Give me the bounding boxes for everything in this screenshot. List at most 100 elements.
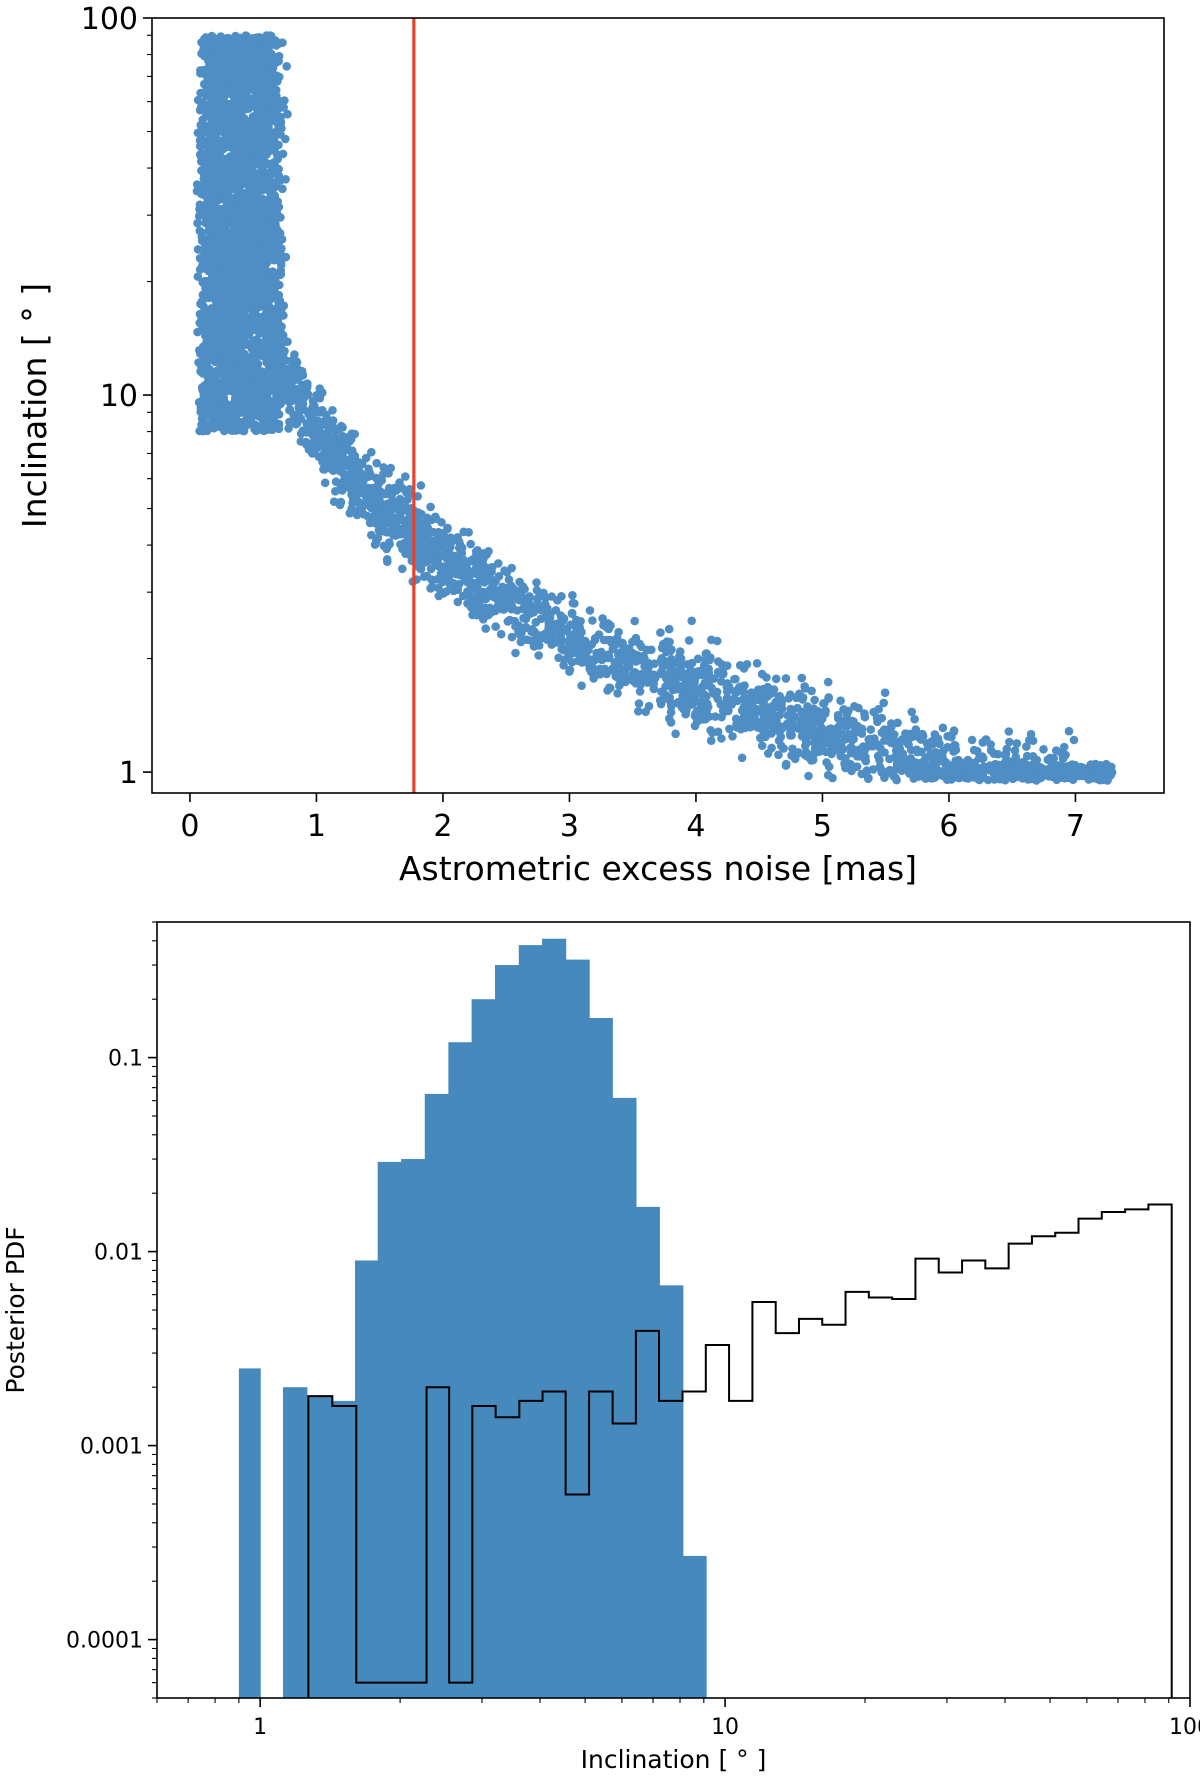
- scatter-point: [295, 401, 305, 411]
- scatter-point: [252, 33, 261, 42]
- scatter-point: [998, 770, 1008, 780]
- scatter-point: [198, 424, 207, 434]
- scatter-point: [270, 348, 279, 358]
- scatter-point: [232, 48, 241, 57]
- scatter-point: [758, 699, 768, 709]
- scatter-point: [507, 581, 516, 591]
- scatter-point: [300, 392, 310, 402]
- scatter-point: [329, 497, 339, 507]
- scatter-point: [725, 724, 734, 734]
- scatter-point: [402, 515, 412, 525]
- scatter-point: [752, 659, 762, 668]
- scatter-point: [798, 707, 807, 717]
- scatter-point: [1093, 766, 1102, 776]
- scatter-point: [345, 483, 354, 492]
- scatter-point: [675, 664, 684, 674]
- scatter-point: [847, 763, 857, 773]
- scatter-point: [655, 696, 665, 705]
- scatter-point: [618, 668, 627, 678]
- scatter-point: [380, 509, 390, 519]
- scatter-point: [233, 158, 243, 167]
- scatter-point: [486, 591, 495, 600]
- scatter-point: [640, 661, 650, 671]
- scatter-point: [641, 707, 650, 717]
- scatter-point: [667, 701, 676, 711]
- scatter-point: [879, 698, 888, 708]
- scatter-point: [810, 695, 819, 705]
- scatter-point: [494, 559, 503, 568]
- scatter-point: [1064, 726, 1074, 736]
- scatter-point: [246, 414, 256, 424]
- scatter-point: [203, 45, 212, 55]
- scatter-point: [260, 381, 270, 391]
- scatter-point: [860, 709, 869, 718]
- scatter-point: [195, 142, 205, 151]
- scatter-point: [395, 507, 405, 517]
- scatter-point: [224, 155, 234, 164]
- scatter-point: [687, 616, 696, 626]
- scatter-point: [273, 409, 282, 418]
- scatter-point: [908, 760, 917, 770]
- scatter-point: [206, 56, 216, 65]
- scatter-point: [588, 616, 597, 625]
- scatter-point: [269, 243, 279, 253]
- scatter-point: [569, 631, 579, 640]
- scatter-point: [530, 640, 540, 650]
- scatter-point: [861, 756, 871, 766]
- scatter-point: [211, 249, 220, 259]
- scatter-point: [609, 666, 619, 676]
- scatter-point: [1036, 773, 1045, 783]
- scatter-point: [701, 649, 711, 659]
- scatter-point: [210, 378, 220, 388]
- scatter-point: [251, 338, 261, 348]
- scatter-point: [265, 126, 274, 136]
- scatter-point: [758, 684, 768, 694]
- scatter-point: [286, 396, 296, 406]
- scatter-point: [525, 593, 534, 603]
- scatter-point: [291, 419, 301, 429]
- scatter-point: [247, 236, 257, 245]
- scatter-point: [282, 62, 292, 71]
- scatter-point: [248, 211, 258, 220]
- scatter-point: [608, 644, 618, 654]
- scatter-point: [463, 589, 473, 599]
- scatter-point: [228, 365, 238, 374]
- scatter-point: [211, 352, 220, 362]
- scatter-point: [263, 40, 273, 50]
- scatter-point: [260, 224, 270, 233]
- scatter-point: [195, 265, 205, 274]
- scatter-point: [246, 119, 256, 129]
- scatter-point: [706, 736, 716, 745]
- scatter-point: [473, 595, 483, 604]
- scatter-point: [967, 735, 977, 745]
- scatter-point: [256, 131, 266, 141]
- scatter-point: [728, 732, 737, 741]
- scatter-point: [732, 687, 742, 697]
- scatter-point: [222, 270, 232, 279]
- scatter-point: [887, 719, 896, 728]
- scatter-point: [739, 718, 749, 728]
- scatter-point: [354, 458, 364, 467]
- scatter-point: [292, 412, 301, 422]
- scatter-point: [331, 487, 340, 496]
- scatter-point: [240, 383, 250, 392]
- scatter-point: [681, 692, 691, 702]
- scatter-point: [400, 538, 410, 548]
- scatter-point: [910, 714, 919, 724]
- scatter-point: [787, 751, 796, 760]
- scatter-point: [1010, 746, 1020, 755]
- scatter-point: [270, 193, 280, 202]
- scatter-point: [320, 478, 330, 488]
- scatter-point: [200, 101, 209, 111]
- scatter-point: [699, 692, 709, 702]
- scatter-point: [802, 737, 811, 747]
- scatter-point: [348, 462, 358, 472]
- scatter-point: [224, 180, 234, 190]
- scatter-point: [375, 521, 385, 530]
- scatter-point: [248, 198, 257, 208]
- scatter-point: [294, 365, 303, 375]
- scatter-point: [267, 386, 277, 395]
- scatter-point: [416, 564, 425, 574]
- scatter-point: [664, 624, 674, 634]
- scatter-point: [368, 489, 378, 499]
